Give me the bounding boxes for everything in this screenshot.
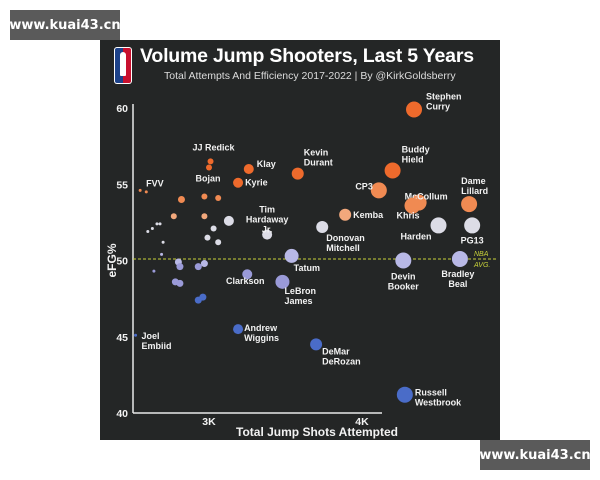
x-tick-label: 4K <box>355 416 369 428</box>
player-label: Dame Lillard <box>461 176 488 196</box>
y-tick-label: 55 <box>116 179 128 191</box>
player-dot <box>176 263 184 271</box>
player-dot <box>233 324 244 335</box>
avg-label: NBA <box>474 251 489 258</box>
player-dot <box>316 220 329 233</box>
player-dot <box>176 279 184 287</box>
player-dot <box>404 197 421 214</box>
player-dot <box>464 217 481 234</box>
x-tick-label: 3K <box>202 416 216 428</box>
player-dot <box>461 196 478 213</box>
y-tick-label: 40 <box>116 408 128 420</box>
player-label: FVV <box>146 178 164 188</box>
player-dot <box>177 196 185 203</box>
player-label: Bojan <box>195 173 220 183</box>
player-dot <box>150 226 154 230</box>
player-label: DeMar DeRozan <box>322 346 361 366</box>
player-dot <box>146 230 150 234</box>
player-dot <box>275 274 290 289</box>
player-dot <box>215 239 222 246</box>
watermark-top: www.kuai43.cn <box>9 10 121 40</box>
player-label: Clarkson <box>226 276 265 286</box>
player-dot <box>144 190 148 194</box>
player-dot <box>199 293 207 301</box>
player-dot <box>201 193 208 200</box>
player-dot <box>384 162 401 179</box>
player-label: Klay <box>257 159 276 169</box>
player-dot <box>284 248 299 263</box>
x-axis-title: Total Jump Shots Attempted <box>236 425 398 439</box>
player-dot <box>194 263 202 271</box>
player-label: McCollum <box>405 192 448 202</box>
player-dot <box>370 182 387 199</box>
player-dot <box>215 194 222 201</box>
player-dot <box>207 158 214 165</box>
player-dot <box>242 269 253 280</box>
player-dot <box>155 222 159 226</box>
player-label: Donovan Mitchell <box>326 233 365 253</box>
player-label: Bradley Beal <box>441 269 474 289</box>
player-dot <box>243 164 254 174</box>
player-dot <box>206 164 212 171</box>
player-dot <box>223 215 234 226</box>
player-dot <box>396 386 413 403</box>
player-label: Kevin Durant <box>304 148 333 168</box>
player-dot <box>161 240 165 244</box>
y-axis-title: eFG% <box>105 243 119 277</box>
nba-logo-icon <box>114 47 132 84</box>
chart-title: Volume Jump Shooters, Last 5 Years <box>140 45 474 67</box>
player-dot <box>158 222 162 226</box>
player-label: CP3 <box>355 181 373 191</box>
avg-label: AVG. <box>473 262 490 269</box>
player-dot <box>291 167 304 180</box>
player-label: Tatum <box>294 263 320 273</box>
player-dot <box>339 208 352 221</box>
y-tick-label: 50 <box>116 256 128 268</box>
player-label: Tim Hardaway Jr. <box>246 205 289 235</box>
player-label: LeBron James <box>284 286 316 306</box>
player-dot <box>201 213 208 220</box>
player-label: Russell Westbrook <box>415 388 462 408</box>
player-dot <box>134 333 138 337</box>
player-label: Joel Embiid <box>142 331 172 351</box>
chart-subtitle: Total Attempts And Efficiency 2017-2022 … <box>164 70 456 82</box>
player-dot <box>160 252 164 256</box>
player-label: Kemba <box>353 210 384 220</box>
player-dot <box>310 338 323 351</box>
player-dot <box>430 217 447 234</box>
chart-panel: Volume Jump Shooters, Last 5 Years Total… <box>100 40 500 440</box>
player-dot <box>200 260 208 268</box>
player-label: Khris <box>396 211 419 221</box>
player-label: Harden <box>400 231 431 241</box>
player-dot <box>406 101 423 118</box>
player-label: Stephen Curry <box>426 92 462 112</box>
player-dot <box>233 177 244 188</box>
player-dot <box>204 234 211 241</box>
player-label: Andrew Wiggins <box>244 323 279 343</box>
player-dot <box>138 188 142 192</box>
y-tick-label: 60 <box>116 103 128 115</box>
watermark-bottom: www.kuai43.cn <box>479 440 591 470</box>
y-tick-label: 45 <box>116 332 128 344</box>
player-dot <box>262 229 273 240</box>
player-dot <box>152 269 156 273</box>
player-dot <box>210 225 217 232</box>
player-dot <box>451 250 468 267</box>
player-label: PG13 <box>461 235 484 245</box>
player-dot <box>170 213 177 220</box>
player-label: JJ Redick <box>193 142 236 152</box>
player-label: Buddy Hield <box>402 145 430 165</box>
player-label: Kyrie <box>245 178 268 188</box>
player-label: Devin Booker <box>388 272 420 292</box>
player-dot <box>395 252 412 269</box>
